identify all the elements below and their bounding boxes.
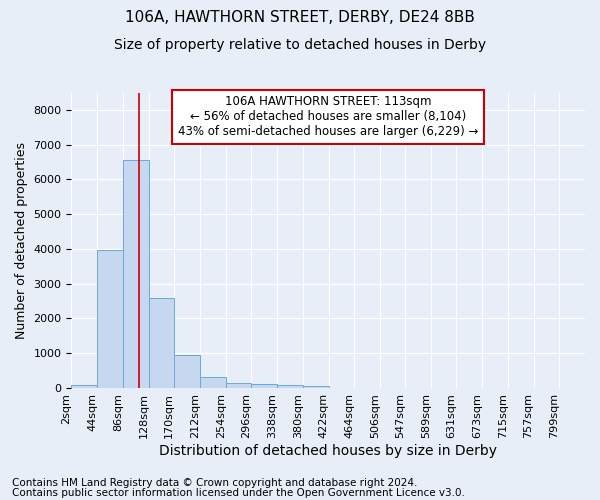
Bar [251, 384, 277, 388]
Y-axis label: Number of detached properties: Number of detached properties [15, 142, 28, 338]
Bar [277, 385, 303, 388]
Bar [174, 354, 200, 388]
Bar [200, 377, 226, 388]
Bar [303, 386, 329, 388]
X-axis label: Distribution of detached houses by size in Derby: Distribution of detached houses by size … [159, 444, 497, 458]
Text: 106A, HAWTHORN STREET, DERBY, DE24 8BB: 106A, HAWTHORN STREET, DERBY, DE24 8BB [125, 10, 475, 25]
Text: Contains HM Land Registry data © Crown copyright and database right 2024.: Contains HM Land Registry data © Crown c… [12, 478, 418, 488]
Bar [149, 298, 174, 388]
Text: Contains public sector information licensed under the Open Government Licence v3: Contains public sector information licen… [12, 488, 465, 498]
Bar [71, 386, 97, 388]
Text: 106A HAWTHORN STREET: 113sqm
← 56% of detached houses are smaller (8,104)
43% of: 106A HAWTHORN STREET: 113sqm ← 56% of de… [178, 96, 478, 138]
Bar [226, 384, 251, 388]
Bar [123, 160, 149, 388]
Text: Size of property relative to detached houses in Derby: Size of property relative to detached ho… [114, 38, 486, 52]
Bar [97, 250, 123, 388]
